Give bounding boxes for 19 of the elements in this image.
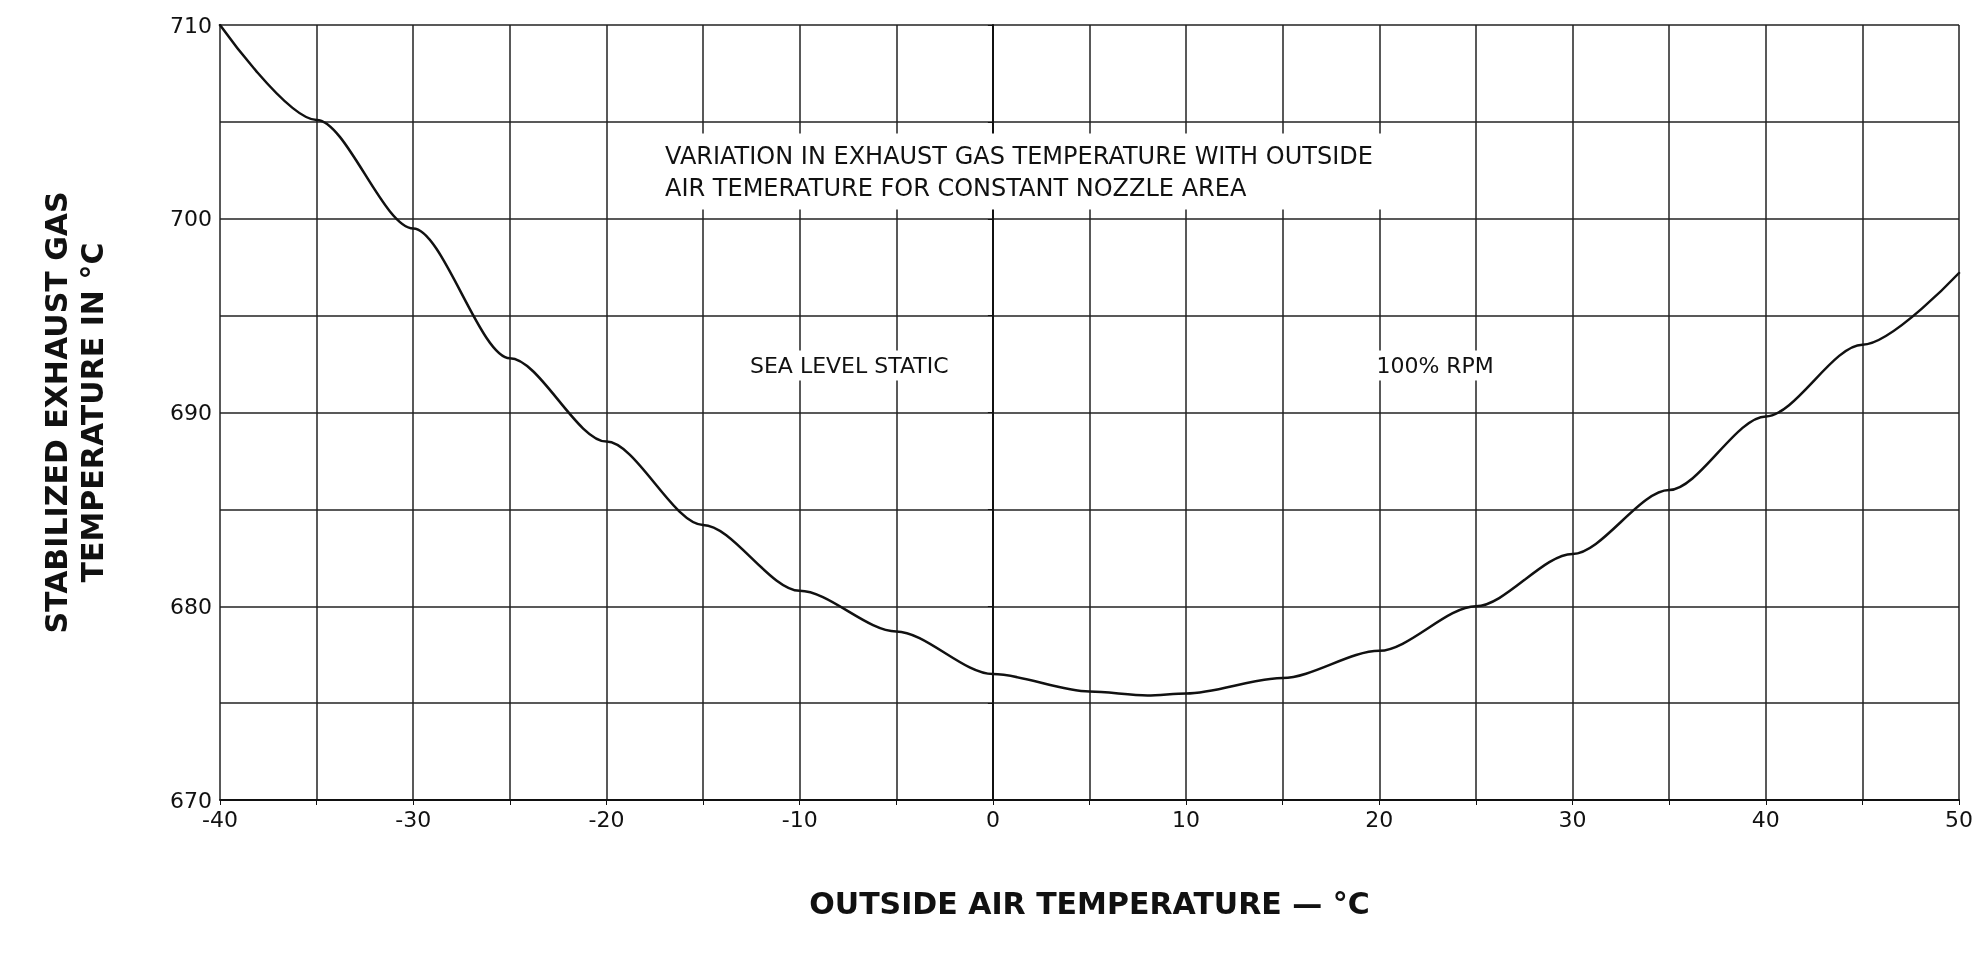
x-tick-label: 10 xyxy=(1172,806,1201,832)
x-tick-label: 40 xyxy=(1751,806,1780,832)
text: VARIATION IN EXHAUST GAS TEMPERATURE WITH OUTSIDE AIR TEMERATURE FOR CONSTANT NOZZLE AREA xyxy=(665,141,1373,202)
y-tick-label: 670 xyxy=(170,787,212,813)
annotation: 100% RPM xyxy=(1376,353,1494,378)
y-tick-label: 680 xyxy=(170,593,212,619)
x-axis-title: OUTSIDE AIR TEMPERATURE — °C xyxy=(809,885,1370,921)
y-tick-label: 700 xyxy=(170,206,212,232)
x-tick-label: 20 xyxy=(1365,806,1394,832)
y-tick-label: 710 xyxy=(170,12,212,38)
y-tick-label: 690 xyxy=(170,400,212,425)
x-tick-label: 30 xyxy=(1558,806,1587,832)
x-tick-label: -30 xyxy=(395,806,432,832)
x-tick-label: 0 xyxy=(985,806,1000,832)
x-tick-label: -20 xyxy=(588,806,625,832)
x-tick-label: 50 xyxy=(1945,806,1973,832)
annotation: SEA LEVEL STATIC xyxy=(750,353,949,378)
y-axis-title: STABILIZED EXHAUST GAS TEMPERATURE IN °C xyxy=(38,191,110,634)
x-tick-label: -10 xyxy=(781,806,818,832)
